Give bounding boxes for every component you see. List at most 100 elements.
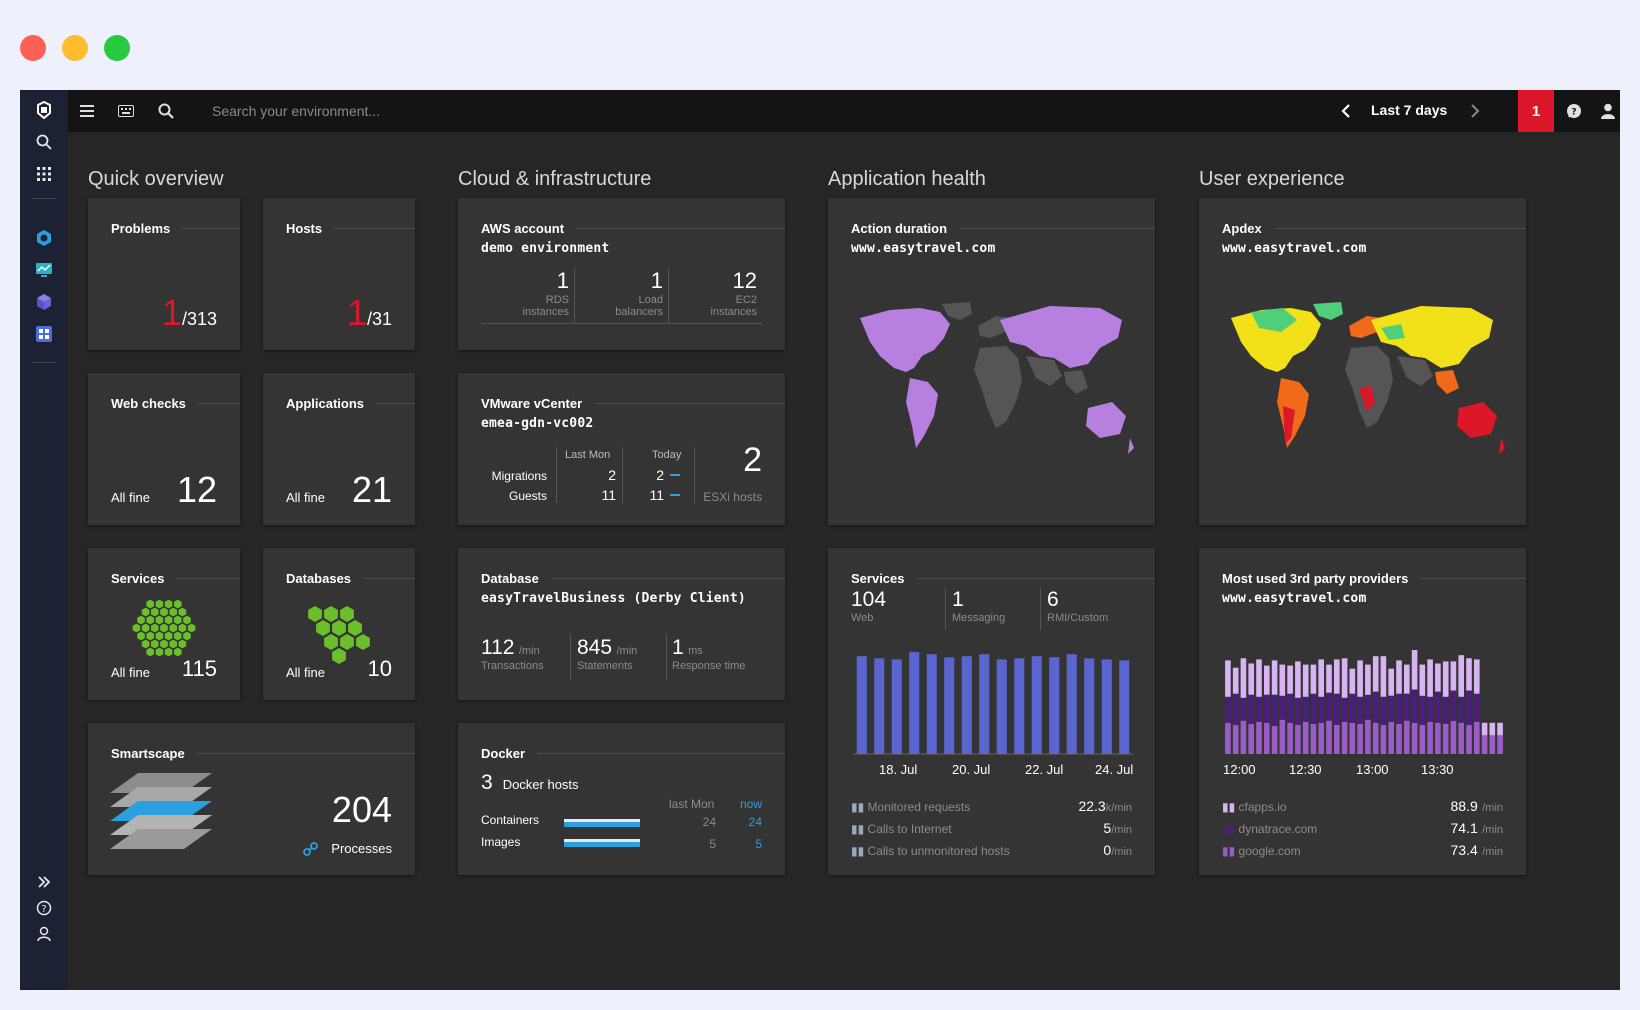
chart-bar-segment[interactable] [1326, 664, 1332, 693]
chart-bar-segment[interactable] [1466, 724, 1472, 754]
chart-bar-segment[interactable] [1411, 722, 1418, 754]
window-minimize-button[interactable] [62, 35, 88, 61]
chart-bar-segment[interactable] [1302, 721, 1309, 754]
help-icon[interactable]: ? [34, 898, 54, 918]
chart-bar-segment[interactable] [1466, 690, 1472, 725]
chart-bar-segment[interactable] [1365, 694, 1371, 720]
chart-bar-segment[interactable] [1489, 735, 1496, 754]
chart-bar-segment[interactable] [1295, 661, 1301, 698]
chart-bar-segment[interactable] [1357, 723, 1363, 754]
chart-bar-segment[interactable] [1264, 722, 1270, 754]
chart-bar-segment[interactable] [1435, 722, 1441, 754]
chart-bar-segment[interactable] [1450, 720, 1457, 754]
chart-bar-segment[interactable] [1334, 659, 1340, 694]
chart-bar-segment[interactable] [1450, 690, 1457, 721]
chart-bar-segment[interactable] [1341, 721, 1348, 754]
chart-bar[interactable] [874, 658, 885, 754]
chart-bar-segment[interactable] [1419, 664, 1426, 696]
chart-bar-segment[interactable] [1388, 721, 1394, 754]
chart-bar-segment[interactable] [1380, 696, 1387, 725]
chart-bar-segment[interactable] [1474, 659, 1480, 694]
chart-bar-segment[interactable] [1318, 722, 1324, 754]
chart-bar-segment[interactable] [1287, 693, 1293, 723]
chart-bar-segment[interactable] [1318, 659, 1324, 697]
chart-bar-segment[interactable] [1396, 660, 1402, 694]
search-icon[interactable] [158, 101, 174, 121]
chart-bar-segment[interactable] [1349, 722, 1356, 754]
chart-bar-segment[interactable] [1302, 696, 1309, 722]
chart-bar-segment[interactable] [1264, 694, 1270, 723]
chart-bar-segment[interactable] [1256, 659, 1262, 697]
chat-icon[interactable]: ? [1566, 101, 1582, 121]
user-icon[interactable] [1601, 101, 1615, 121]
chart-bar-segment[interactable] [1396, 723, 1402, 754]
chart-bar[interactable] [961, 656, 972, 754]
chart-bar[interactable] [944, 657, 955, 754]
chart-bar-segment[interactable] [1256, 696, 1262, 722]
chart-bar-segment[interactable] [1435, 691, 1441, 723]
chart-bar-segment[interactable] [1481, 735, 1488, 754]
chart-bar-segment[interactable] [1240, 697, 1247, 721]
chart-bar[interactable] [1049, 657, 1060, 754]
problems-tile[interactable]: Problems 1 /313 [88, 198, 240, 350]
apdex-tile[interactable]: Apdex www.easytravel.com [1199, 198, 1526, 525]
chart-bar-segment[interactable] [1310, 693, 1317, 724]
user-icon[interactable] [34, 924, 54, 944]
chart-bar-segment[interactable] [1458, 696, 1464, 723]
applications-tile[interactable]: Applications All fine 21 [263, 373, 415, 525]
chart-bar-segment[interactable] [1450, 661, 1457, 691]
chart-bar-segment[interactable] [1248, 663, 1254, 695]
chart-bar[interactable] [1031, 656, 1042, 754]
monitor-icon[interactable] [34, 260, 54, 280]
window-maximize-button[interactable] [104, 35, 130, 61]
chart-bar[interactable] [891, 659, 902, 754]
chart-bar-segment[interactable] [1349, 668, 1356, 694]
chart-bar-segment[interactable] [1279, 719, 1286, 754]
chart-bar[interactable] [856, 656, 867, 754]
chart-bar-segment[interactable] [1326, 720, 1332, 754]
chart-bar-segment[interactable] [1310, 664, 1317, 694]
chart-bar-segment[interactable] [1302, 664, 1309, 697]
chart-bar[interactable] [979, 654, 990, 754]
chart-bar-segment[interactable] [1404, 720, 1410, 754]
chart-bar-segment[interactable] [1279, 664, 1286, 696]
chevron-left-icon[interactable] [1341, 101, 1351, 121]
chart-bar-segment[interactable] [1365, 664, 1371, 695]
chart-bar-segment[interactable] [1271, 694, 1278, 726]
chart-bar-segment[interactable] [1225, 722, 1231, 754]
chart-bar-segment[interactable] [1334, 693, 1340, 725]
chart-bar-segment[interactable] [1411, 650, 1418, 690]
chart-bar-segment[interactable] [1458, 655, 1464, 697]
apps-grid-icon[interactable] [34, 164, 54, 184]
dashboard-icon[interactable] [34, 324, 54, 344]
chart-bar-segment[interactable] [1388, 695, 1394, 722]
chart-bar-segment[interactable] [1271, 725, 1278, 754]
chart-bar-segment[interactable] [1256, 721, 1262, 754]
chart-bar-segment[interactable] [1372, 691, 1379, 723]
chart-bar-segment[interactable] [1380, 656, 1387, 697]
chart-bar-segment[interactable] [1318, 696, 1324, 723]
chart-bar-segment[interactable] [1419, 724, 1426, 754]
chart-bar-segment[interactable] [1427, 721, 1433, 754]
smartscape-tile[interactable]: Smartscape 204 Processes [88, 723, 415, 875]
chart-bar-segment[interactable] [1295, 724, 1301, 754]
chart-bar-segment[interactable] [1287, 665, 1293, 694]
vmware-vcenter-tile[interactable]: VMware vCenter emea-gdn-vc002 Last Mon T… [458, 373, 785, 525]
chart-bar-segment[interactable] [1442, 696, 1449, 724]
chart-bar-segment[interactable] [1232, 724, 1239, 754]
services-tile[interactable]: Services All fine 115 [88, 548, 240, 700]
search-icon[interactable] [34, 132, 54, 152]
chart-bar[interactable] [1014, 658, 1025, 754]
menu-icon[interactable] [80, 101, 94, 121]
chart-bar-segment[interactable] [1466, 658, 1472, 691]
chart-bar-segment[interactable] [1232, 667, 1239, 694]
keyboard-icon[interactable] [118, 101, 134, 121]
chart-bar-segment[interactable] [1232, 693, 1239, 725]
chart-bar-segment[interactable] [1240, 720, 1247, 754]
chart-bar-segment[interactable] [1404, 693, 1410, 721]
chart-bar-segment[interactable] [1442, 723, 1449, 754]
chart-bar[interactable] [926, 654, 937, 754]
chart-bar[interactable] [1119, 660, 1130, 754]
chart-bar-segment[interactable] [1225, 660, 1231, 697]
expand-icon[interactable] [34, 872, 54, 892]
